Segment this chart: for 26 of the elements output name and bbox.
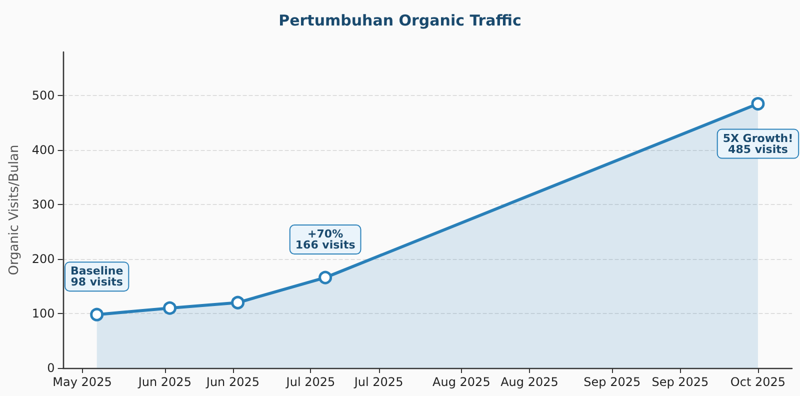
point — [90, 308, 104, 322]
x-tick-label: Jul 2025 — [285, 375, 336, 389]
y-tick-label: 400 — [32, 143, 55, 158]
chart-title: Pertumbuhan Organic Traffic — [278, 12, 522, 30]
annotation: +70% 166 visits — [295, 228, 356, 252]
annotation: Baseline 98 visits — [70, 264, 124, 289]
point — [231, 296, 245, 310]
x-tick-label: Sep 2025 — [652, 375, 709, 389]
x-tick-label: Jun 2025 — [137, 375, 192, 389]
x-tick-label: May 2025 — [52, 375, 112, 389]
point — [751, 97, 765, 111]
x-tick-label: Aug 2025 — [500, 375, 558, 389]
x-tick-label: Aug 2025 — [432, 375, 490, 389]
annotation: 5X Growth! 485 visits — [722, 132, 794, 156]
y-tick-label: 0 — [47, 361, 55, 375]
x-tick-label: Oct 2025 — [730, 375, 786, 389]
point — [318, 270, 332, 284]
point — [163, 301, 177, 315]
y-tick-label: 300 — [32, 198, 55, 212]
x-tick-label: Jun 2025 — [205, 375, 260, 389]
y-axis-title: Organic Visits/Bulan — [7, 144, 22, 276]
x-tick-label: Jul 2025 — [353, 375, 404, 389]
y-tick-label: 100 — [32, 306, 55, 321]
y-tick-label: 200 — [32, 252, 55, 266]
y-tick-label: 500 — [32, 88, 55, 103]
x-tick-label: Sep 2025 — [584, 375, 641, 389]
